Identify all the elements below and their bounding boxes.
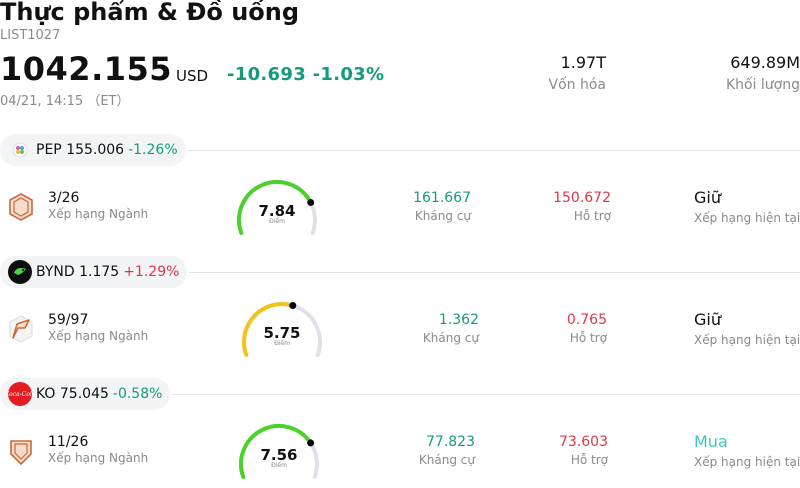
resistance-label: Kháng cự (422, 331, 479, 345)
support-value: 0.765 (566, 312, 607, 328)
rating-label: Xếp hạng hiện tại (694, 333, 800, 347)
section-divider (188, 150, 800, 151)
market-cap-label: Vốn hóa (548, 77, 606, 93)
stock-symbol-price: KO 75.045 (36, 386, 109, 402)
gauge-marker (289, 302, 297, 310)
score-value: 5.75 (263, 324, 301, 342)
gauge-fill (242, 302, 295, 357)
industry-rank-badge-icon (8, 436, 34, 466)
list-code: LIST1027 (0, 28, 61, 43)
current-rating: Giữ Xếp hạng hiện tại (694, 188, 800, 225)
svg-text:Coca-Cola: Coca-Cola (8, 391, 32, 398)
gauge-marker (307, 198, 315, 206)
resistance-value: 161.667 (413, 190, 471, 206)
score-value: 7.84 (258, 202, 296, 220)
market-cap-value: 1.97T (560, 53, 606, 72)
market-cap-stat: 1.97T Vốn hóa (549, 53, 606, 93)
stock-change: -1.26% (128, 142, 178, 158)
industry-rank-label: Xếp hạng Ngành (48, 329, 149, 343)
industry-rank-badge-icon (8, 192, 34, 222)
industry-rank-value: 3/26 (48, 190, 80, 206)
stock-change: -0.58% (112, 386, 163, 402)
rating-value: Giữ (694, 310, 721, 329)
timestamp: 04/21, 14:15 （ET） (0, 94, 130, 109)
resistance-level: 161.667 Kháng cự (413, 190, 471, 223)
resistance-value: 77.823 (426, 434, 475, 450)
current-rating: Giữ Xếp hạng hiện tại (694, 310, 800, 347)
resistance-value: 1.362 (438, 312, 479, 328)
stock-pill[interactable]: BYND 1.175 +1.29% (0, 256, 188, 288)
price-change: -10.693 -1.03% (227, 64, 385, 85)
score-value: 7.56 (260, 446, 298, 464)
industry-rank-label: Xếp hạng Ngành (48, 451, 149, 465)
support-level: 0.765 Hỗ trợ (567, 312, 607, 345)
support-label: Hỗ trợ (570, 453, 608, 467)
score-label: Điểm (271, 462, 287, 469)
volume-label: Khối lượng (725, 77, 800, 93)
support-label: Hỗ trợ (573, 209, 611, 223)
beyond-meat-logo-icon (8, 260, 32, 284)
industry-rank-value: 11/26 (48, 434, 89, 450)
score-label: Điểm (274, 340, 290, 347)
score-gauge: 5.75 Điểm (241, 300, 331, 357)
rating-label: Xếp hạng hiện tại (694, 455, 800, 469)
stock-symbol-price: BYND 1.175 (36, 264, 120, 280)
resistance-level: 1.362 Kháng cự (423, 312, 479, 345)
pepsico-logo-icon (8, 138, 32, 162)
support-level: 150.672 Hỗ trợ (553, 190, 611, 223)
resistance-level: 77.823 Kháng cự (419, 434, 475, 467)
section-divider (189, 272, 800, 273)
score-gauge: 7.56 Điểm (238, 422, 328, 479)
gauge-fill (237, 180, 313, 235)
resistance-label: Kháng cự (414, 209, 471, 223)
volume-stat: 649.89M Khối lượng (726, 53, 800, 93)
score-label: Điểm (269, 218, 285, 225)
support-value: 73.603 (559, 434, 608, 450)
support-label: Hỗ trợ (569, 331, 607, 345)
rating-value: Mua (694, 432, 728, 451)
support-value: 150.672 (553, 190, 611, 206)
rating-value: Giữ (694, 188, 721, 207)
industry-rank-badge-icon (8, 314, 34, 344)
section-divider (172, 394, 800, 395)
resistance-label: Kháng cự (418, 453, 475, 467)
page-title: Thực phẩm & Đồ uống (0, 0, 300, 26)
score-gauge: 7.84 Điểm (236, 178, 326, 235)
index-price: 1042.155 (0, 50, 173, 88)
stock-pill[interactable]: Coca-Cola KO 75.045 -0.58% (0, 378, 171, 410)
stock-pill[interactable]: PEP 155.006 -1.26% (0, 134, 186, 166)
volume-value: 649.89M (730, 53, 800, 72)
industry-rank-value: 59/97 (48, 312, 89, 328)
gauge-marker (307, 439, 315, 447)
stock-symbol-price: PEP 155.006 (36, 142, 125, 158)
currency-label: USD (176, 67, 209, 85)
current-rating: Mua Xếp hạng hiện tại (694, 432, 800, 469)
gauge-fill (239, 424, 313, 479)
coca-cola-logo-icon: Coca-Cola (8, 382, 32, 406)
rating-label: Xếp hạng hiện tại (694, 211, 800, 225)
industry-rank-label: Xếp hạng Ngành (48, 207, 149, 221)
support-level: 73.603 Hỗ trợ (559, 434, 608, 467)
stock-change: +1.29% (123, 264, 180, 280)
